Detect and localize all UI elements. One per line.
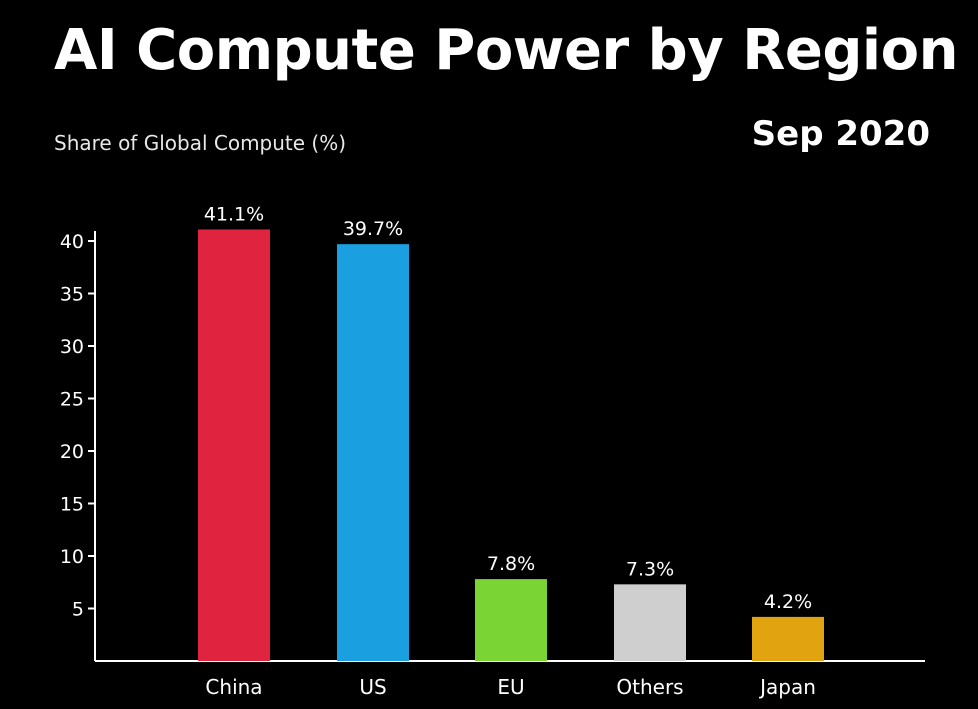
value-label-japan: 4.2%	[764, 591, 812, 613]
y-tick-label: 40	[60, 231, 84, 253]
y-tick-label: 25	[60, 389, 84, 411]
chart-labels: 41.1% China 39.7% US 7.8% EU 7.3% Others 4.2% Jap…	[204, 203, 816, 699]
category-label-japan: Japan	[758, 675, 816, 699]
category-label-us: US	[359, 675, 386, 699]
category-label-others: Others	[616, 675, 683, 699]
bar-others	[614, 584, 686, 661]
bar-us	[337, 244, 409, 661]
y-tick-label: 5	[72, 599, 84, 621]
chart-title: AI Compute Power by Region	[54, 18, 958, 83]
y-tick-label: 20	[60, 441, 84, 463]
value-label-others: 7.3%	[626, 558, 674, 580]
y-tick-label: 35	[60, 284, 84, 306]
y-axis-label: Share of Global Compute (%)	[54, 131, 347, 155]
bar-china	[198, 229, 270, 661]
value-label-china: 41.1%	[204, 203, 264, 225]
category-label-eu: EU	[497, 675, 524, 699]
chart-bars	[198, 229, 824, 661]
bar-japan	[752, 616, 824, 661]
bar-eu	[475, 579, 547, 661]
date-label: Sep 2020	[751, 114, 930, 154]
value-label-us: 39.7%	[343, 218, 403, 240]
y-tick-label: 10	[60, 546, 84, 568]
y-tick-label: 15	[60, 494, 84, 516]
value-label-eu: 7.8%	[487, 553, 535, 575]
y-tick-label: 30	[60, 336, 84, 358]
category-label-china: China	[205, 675, 262, 699]
